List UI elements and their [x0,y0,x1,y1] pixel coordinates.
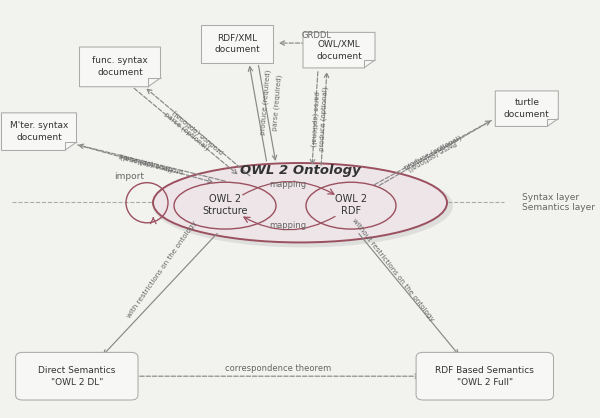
Text: GRDDL: GRDDL [302,31,332,40]
Text: parse (optional): parse (optional) [310,91,320,146]
Text: without restrictions on the ontology: without restrictions on the ontology [351,217,435,322]
Ellipse shape [174,182,276,229]
Text: produce (optional): produce (optional) [119,152,184,174]
FancyBboxPatch shape [416,352,554,400]
Text: RDF Based Semantics
"OWL 2 Full": RDF Based Semantics "OWL 2 Full" [436,366,534,387]
Text: mapping: mapping [269,221,307,230]
Text: OWL 2
Structure: OWL 2 Structure [202,194,248,216]
Text: Direct Semantics
"OWL 2 DL": Direct Semantics "OWL 2 DL" [38,366,115,387]
Polygon shape [303,33,375,68]
Text: turtle
document: turtle document [504,98,550,119]
Ellipse shape [153,164,453,247]
Text: OWL 2
RDF: OWL 2 RDF [335,194,367,216]
Text: Parse (optional): Parse (optional) [406,139,457,172]
Text: produce (required): produce (required) [260,69,272,135]
Text: func. syntax
document: func. syntax document [92,56,148,77]
Text: M'ter. syntax
document: M'ter. syntax document [10,121,68,142]
Bar [201,25,273,63]
Text: correspondence theorem: correspondence theorem [224,364,331,373]
Text: OWL 2 Ontology: OWL 2 Ontology [239,164,361,177]
Text: Syntax layer: Syntax layer [522,193,579,202]
Text: parse (required): parse (required) [272,74,283,131]
Text: Semantics layer: Semantics layer [522,203,595,212]
Text: produce (optional): produce (optional) [319,86,329,151]
Text: parse (optional): parse (optional) [163,111,209,152]
Polygon shape [496,91,558,126]
Text: import: import [114,172,144,181]
Polygon shape [2,113,77,150]
Text: parse (optional): parse (optional) [118,153,173,174]
Text: produce (optional): produce (optional) [403,134,463,171]
Text: OWL/XML
document: OWL/XML document [316,40,362,61]
Ellipse shape [153,163,447,242]
Text: RDF/XML
document: RDF/XML document [214,33,260,54]
Text: with restrictions on the ontology: with restrictions on the ontology [126,220,198,319]
Text: mapping: mapping [269,180,307,189]
Polygon shape [79,47,161,87]
Text: produce (optional): produce (optional) [171,109,225,155]
Ellipse shape [306,182,396,229]
FancyBboxPatch shape [16,352,138,400]
